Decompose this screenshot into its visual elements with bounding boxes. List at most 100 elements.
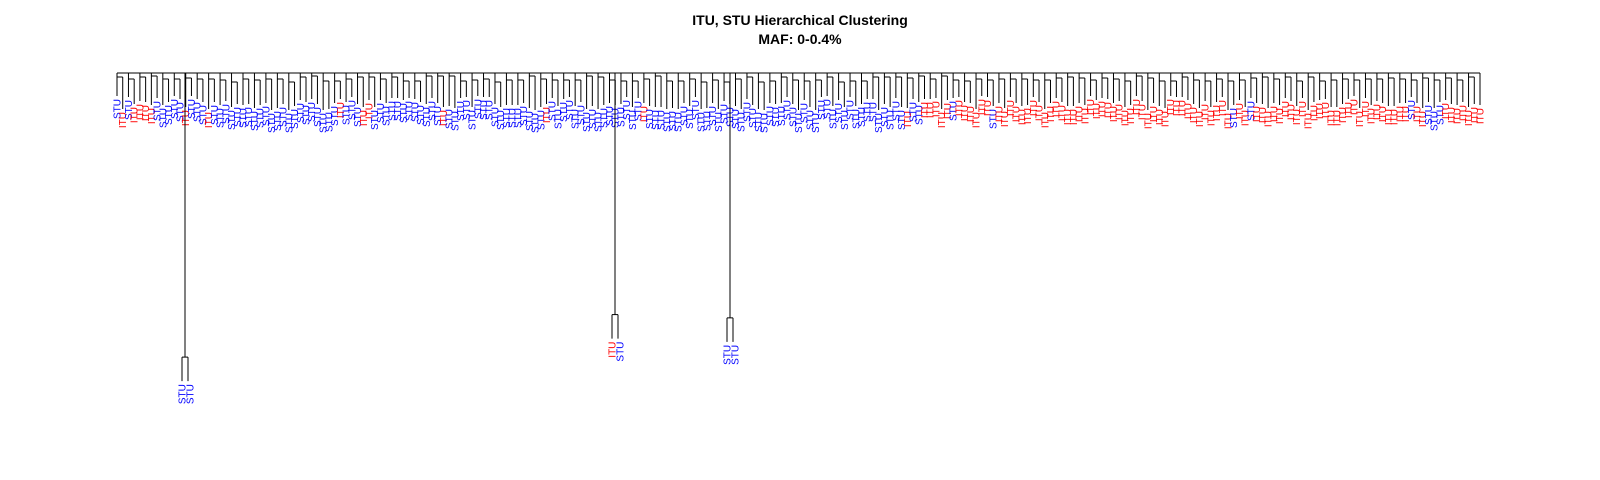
leaf-label: STU (800, 103, 811, 123)
leaf-label: ITU (1241, 110, 1252, 126)
leaf-label: ITU (1138, 104, 1149, 120)
leaf-label: STU (874, 113, 885, 133)
leaf-label: STU (616, 107, 627, 127)
leaf-label: ITU (1046, 106, 1057, 122)
outlier-label: STU (178, 384, 189, 404)
leaf-label: ITU (1401, 106, 1412, 122)
leaf-label: STU (387, 101, 398, 121)
leaf-label: STU (273, 111, 284, 131)
leaf-label: ITU (1012, 106, 1023, 122)
leaf-label: STU (256, 108, 267, 128)
leaf-label: ITU (1350, 99, 1361, 115)
leaf-label: ITU (439, 110, 450, 126)
leaf-label: ITU (1052, 101, 1063, 117)
leaf-label: STU (668, 111, 679, 131)
leaf-label: STU (1246, 101, 1257, 121)
leaf-label: STU (342, 105, 353, 125)
leaf-label: ITU (1069, 109, 1080, 125)
leaf-label: ITU (1035, 105, 1046, 121)
leaf-label: STU (748, 108, 759, 128)
leaf-label: STU (519, 106, 530, 126)
leaf-label: STU (290, 109, 301, 129)
leaf-label: STU (949, 101, 960, 121)
leaf-label: ITU (1332, 110, 1343, 126)
leaf-label: STU (685, 109, 696, 129)
leaf-label: STU (502, 108, 513, 128)
leaf-label: STU (250, 111, 261, 131)
leaf-label: STU (840, 110, 851, 130)
leaf-label: ITU (639, 106, 650, 122)
leaf-label: STU (891, 101, 902, 121)
leaf-label: ITU (1418, 111, 1429, 127)
leaf-label: STU (279, 107, 290, 127)
leaf-label: STU (868, 102, 879, 122)
leaf-label: STU (634, 101, 645, 121)
leaf-label: ITU (1309, 105, 1320, 121)
leaf-label: STU (376, 103, 387, 123)
leaf-label: ITU (1338, 107, 1349, 123)
leaf-label: ITU (1149, 106, 1160, 122)
leaf-label: STU (1435, 105, 1446, 125)
leaf-label: ITU (1183, 103, 1194, 119)
leaf-label: STU (628, 110, 639, 130)
leaf-label: ITU (1126, 108, 1137, 124)
leaf-label: STU (410, 102, 421, 122)
leaf-label: STU (301, 105, 312, 125)
leaf-label: ITU (1040, 112, 1051, 128)
leaf-label: STU (817, 100, 828, 120)
leaf-label: STU (330, 106, 341, 126)
leaf-label: STU (742, 102, 753, 122)
leaf-label: STU (210, 105, 221, 125)
leaf-label: STU (456, 101, 467, 121)
leaf-label: ITU (1464, 110, 1475, 126)
leaf-label: STU (622, 100, 633, 120)
leaf-label: ITU (1063, 109, 1074, 125)
leaf-label: STU (783, 100, 794, 120)
leaf-label: STU (834, 103, 845, 123)
leaf-label: STU (674, 112, 685, 132)
leaf-label: ITU (542, 107, 553, 123)
leaf-label: ITU (118, 112, 129, 128)
leaf-label: STU (880, 107, 891, 127)
leaf-label: ITU (1023, 108, 1034, 124)
leaf-label: STU (427, 101, 438, 121)
leaf-label: STU (794, 113, 805, 133)
leaf-label: ITU (994, 106, 1005, 122)
leaf-label: STU (828, 109, 839, 129)
leaf-label: ITU (1344, 102, 1355, 118)
leaf-label: STU (450, 111, 461, 131)
leaf-label: ITU (1390, 109, 1401, 125)
leaf-label: STU (737, 112, 748, 132)
leaf-label: ITU (1476, 108, 1487, 124)
leaf-label: STU (422, 107, 433, 127)
leaf-label: ITU (1224, 113, 1235, 129)
leaf-label: STU (479, 100, 490, 120)
leaf-label: STU (227, 110, 238, 130)
leaf-label: STU (496, 110, 507, 130)
leaf-label: STU (857, 107, 868, 127)
leaf-label: ITU (1298, 101, 1309, 117)
chart-title: ITU, STU Hierarchical Clustering (692, 12, 908, 28)
leaf-label: ITU (1189, 107, 1200, 123)
leaf-label: ITU (1269, 106, 1280, 122)
leaf-label: STU (765, 106, 776, 126)
leaf-label: STU (187, 99, 198, 119)
leaf-label: ITU (966, 106, 977, 122)
leaf-label: ITU (1258, 107, 1269, 123)
leaf-label: STU (914, 105, 925, 125)
leaf-label: STU (124, 100, 135, 120)
leaf-label: STU (811, 113, 822, 133)
leaf-label: ITU (130, 107, 141, 123)
leaf-label: STU (468, 110, 479, 130)
leaf-label: STU (193, 102, 204, 122)
leaf-label: STU (605, 106, 616, 126)
leaf-label: STU (708, 106, 719, 126)
leaf-label: ITU (1292, 109, 1303, 125)
leaf-label: STU (485, 100, 496, 120)
leaf-label: ITU (204, 112, 215, 128)
leaf-label: STU (198, 105, 209, 125)
leaf-label: ITU (983, 100, 994, 116)
leaf-label: ITU (1453, 108, 1464, 124)
leaf-label: STU (679, 106, 690, 126)
leaf-label: ITU (1092, 103, 1103, 119)
